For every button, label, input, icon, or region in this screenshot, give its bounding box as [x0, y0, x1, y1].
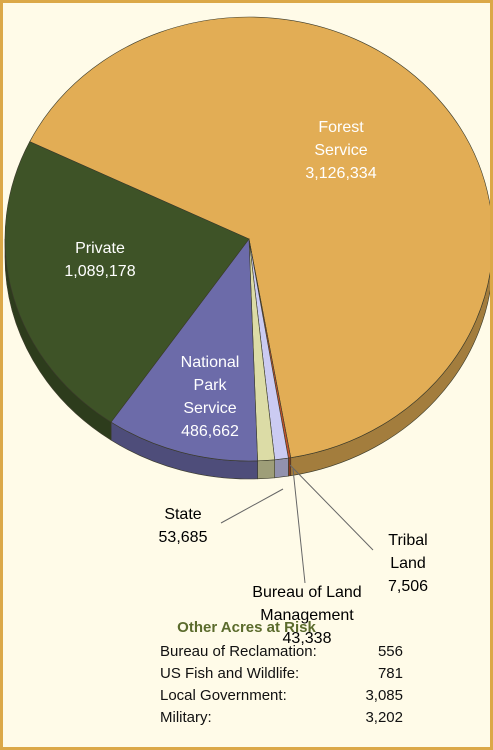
- slice-label: State 53,685: [153, 503, 213, 549]
- slice-value: 3,126,334: [305, 165, 377, 182]
- slice-side: [288, 457, 292, 477]
- slice-name: Tribal Land: [388, 532, 428, 572]
- slice-name: Forest Service: [314, 119, 368, 159]
- slice-label: Tribal Land 7,506: [383, 529, 433, 598]
- leader-line: [289, 464, 374, 551]
- slice-label: Forest Service 3,126,334: [301, 116, 381, 185]
- row-label: Military:: [160, 709, 212, 726]
- slice-value: 43,338: [282, 630, 332, 647]
- slice-label: Private 1,089,178: [50, 237, 150, 283]
- slice: [110, 238, 258, 462]
- leader-line: [220, 488, 284, 524]
- row-value: 556: [377, 643, 403, 660]
- table-row: Military: 3,202: [160, 709, 403, 726]
- slice-value: 1,089,178: [64, 263, 136, 280]
- row-label: Local Government:: [160, 687, 287, 704]
- table-row: US Fish and Wildlife: 781: [160, 665, 403, 682]
- table-title: Other Acres at Risk: [177, 619, 316, 636]
- chart: [4, 16, 490, 584]
- slice: [29, 16, 490, 459]
- slice-side: [257, 459, 275, 480]
- row-value: 3,202: [365, 709, 403, 726]
- slice-value: 53,685: [158, 529, 208, 546]
- slice-label: National Park Service 486,662: [170, 351, 250, 443]
- slice-name: State: [164, 506, 202, 523]
- slice: [4, 141, 250, 423]
- table-row: Bureau of Reclamation: 556: [160, 643, 403, 660]
- slice-value: 7,506: [387, 578, 429, 595]
- slice-value: 486,662: [181, 423, 239, 440]
- leader-line: [292, 468, 306, 584]
- slice-name: National Park Service: [180, 354, 240, 417]
- slice-name: Private: [75, 240, 125, 257]
- pie: [4, 16, 490, 480]
- row-label: US Fish and Wildlife:: [160, 665, 300, 682]
- table-row: Local Government: 3,085: [160, 687, 403, 704]
- slice-side: [274, 457, 289, 479]
- slice-label: Bureau of Land Management 43,338: [232, 581, 382, 650]
- row-value: 781: [377, 665, 403, 682]
- row-label: Bureau of Reclamation:: [160, 643, 317, 660]
- row-value: 3,085: [365, 687, 403, 704]
- slice-name: Bureau of Land Management: [252, 584, 362, 624]
